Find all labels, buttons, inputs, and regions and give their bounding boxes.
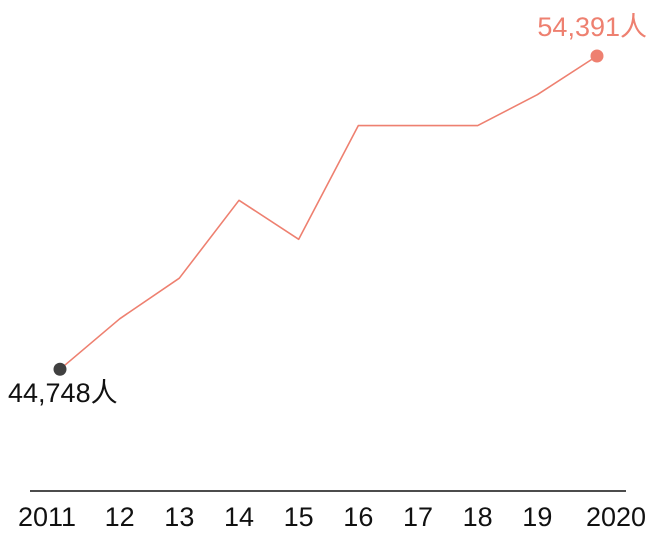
start-data-point	[53, 362, 67, 376]
x-tick-label: 19	[522, 502, 552, 532]
start-value-label: 44,748人	[8, 378, 118, 408]
x-tick-label: 13	[164, 502, 194, 532]
x-tick-label: 17	[403, 502, 433, 532]
x-tick-label: 18	[463, 502, 493, 532]
x-tick-label: 2020	[586, 502, 646, 532]
series-line	[59, 55, 598, 370]
x-tick-label: 14	[224, 502, 254, 532]
x-tick-label: 12	[105, 502, 135, 532]
x-tick-label: 15	[284, 502, 314, 532]
end-data-point	[590, 49, 604, 63]
x-tick-label: 16	[343, 502, 373, 532]
end-value-label: 54,391人	[537, 12, 647, 42]
x-tick-labels: 2011 12 13 14 15 16 17 18 19 2020	[18, 502, 646, 532]
x-tick-label: 2011	[18, 502, 76, 532]
